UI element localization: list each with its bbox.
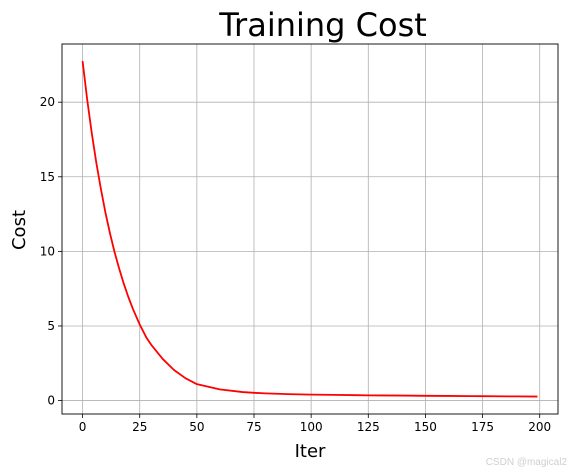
axes-frame xyxy=(61,43,559,415)
x-tick-label: 75 xyxy=(246,420,261,434)
plot-area: 0 25 50 75 100 125 150 175 200 0 5 10 15 20 xyxy=(40,43,559,434)
x-tick-label: 25 xyxy=(132,420,147,434)
x-tick-label: 0 xyxy=(79,420,87,434)
x-tick-label: 200 xyxy=(528,420,551,434)
x-axis-label: Iter xyxy=(295,441,326,462)
chart-title: Training Cost xyxy=(218,6,427,44)
watermark: CSDN @magical2 xyxy=(485,457,567,468)
y-tick-label: 10 xyxy=(40,244,55,258)
y-tick-label: 0 xyxy=(47,394,55,408)
y-axis-label: Cost xyxy=(9,210,30,250)
x-tick-label: 50 xyxy=(189,420,204,434)
x-tick-label: 175 xyxy=(471,420,494,434)
x-tick-label: 100 xyxy=(300,420,323,434)
x-tick-label: 125 xyxy=(357,420,380,434)
y-tick-label: 5 xyxy=(47,319,55,333)
y-tick-label: 20 xyxy=(40,95,55,109)
x-tick-label: 150 xyxy=(414,420,437,434)
y-tick-label: 15 xyxy=(40,170,55,184)
cost-curve xyxy=(81,61,538,398)
